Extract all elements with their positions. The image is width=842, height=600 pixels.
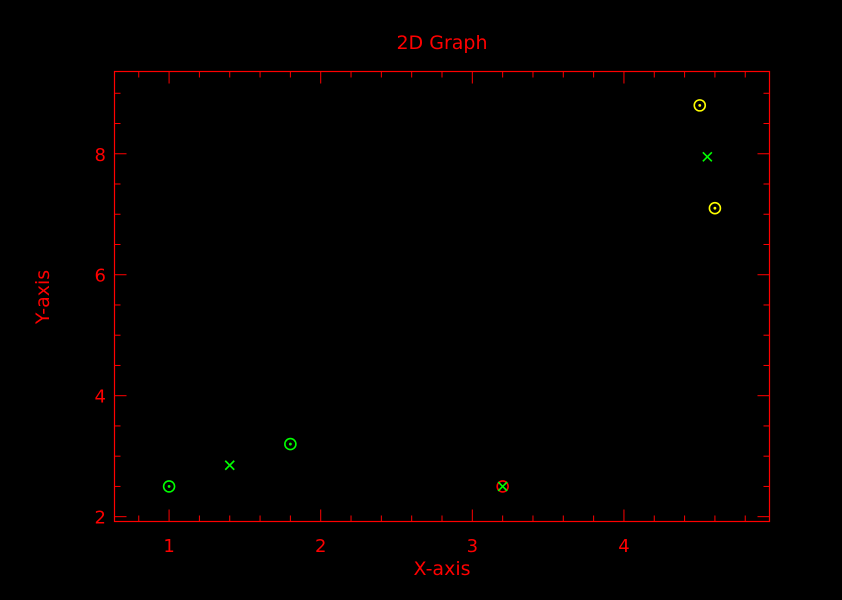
y-tick-label: 8 [95, 145, 106, 166]
y-axis-label: Y-axis [32, 270, 54, 325]
data-point-x [224, 460, 235, 471]
x-marker-stroke [702, 151, 713, 162]
circle-marker-dot [713, 206, 717, 210]
circle-marker [284, 437, 297, 451]
data-point-circle-dot [693, 99, 707, 112]
x-marker-stroke [497, 481, 508, 492]
data-point-circle-dot [708, 201, 722, 215]
x-tick-label: 4 [618, 536, 629, 557]
circle-marker-dot [698, 103, 702, 107]
x-tick-label: 2 [315, 536, 326, 557]
x-tick-label: 1 [163, 536, 174, 557]
x-tick-label: 3 [467, 536, 478, 557]
circle-marker [708, 201, 722, 215]
chart-title: 2D Graph [396, 32, 487, 54]
y-tick-label: 6 [95, 266, 106, 287]
minor-ticks [114, 71, 770, 522]
circle-marker-dot [288, 442, 292, 446]
data-point-x [497, 481, 508, 492]
x-axis-label: X-axis [414, 558, 471, 580]
circle-marker [693, 99, 707, 112]
major-ticks [114, 71, 770, 522]
circle-marker [496, 480, 509, 493]
data-point-circle-dot [284, 437, 297, 451]
data-point-circle [496, 480, 509, 493]
circle-marker [162, 480, 176, 493]
circle-marker-dot [167, 485, 171, 488]
data-point-x [702, 151, 713, 162]
tick-labels: 1 2 3 4 2 4 6 8 [95, 145, 630, 557]
x-marker-stroke [224, 460, 235, 471]
y-tick-label: 4 [95, 387, 106, 408]
y-tick-label: 2 [95, 508, 106, 529]
data-markers [162, 99, 722, 493]
data-point-circle-dot [162, 480, 176, 493]
